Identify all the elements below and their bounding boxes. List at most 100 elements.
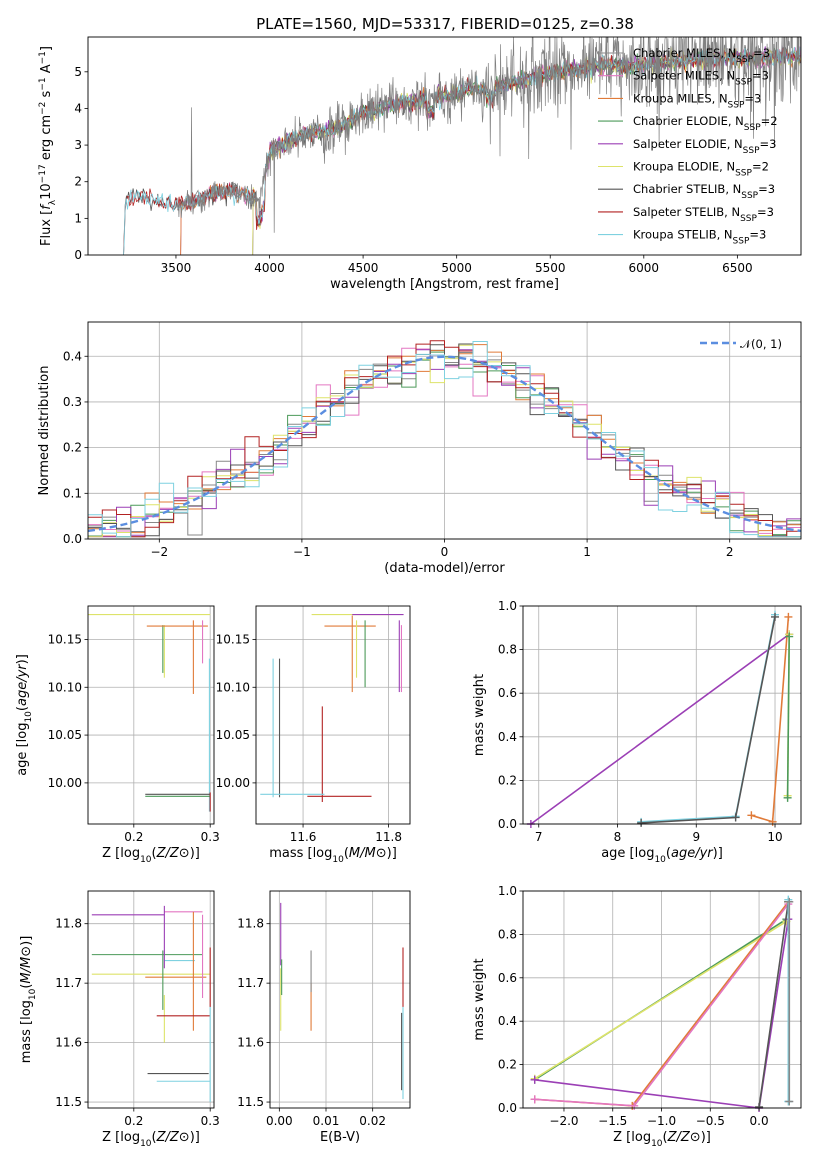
y-tick-label: 0.4 [63,349,82,363]
series-marker [783,793,792,802]
series-line [534,920,787,1080]
massweight_vs_Z-lines [530,895,794,1112]
x-tick-label: 1 [583,545,591,559]
age_vs_mass-axes: 11.6 11.8 10.00 10.05 10.10 10.15 [216,606,410,844]
x-tick-label: 0.00 [266,1114,293,1128]
y-tick-label: 10.15 [48,632,82,646]
y-axis-label: Flux [fλ10−17 erg cm−2 s−1 A−1] [38,46,58,246]
x-tick-label: −1.5 [598,1114,627,1128]
x-tick-label: 2 [726,545,734,559]
x-tick-label: 5000 [441,261,472,275]
y-tick-label: 11.8 [237,917,264,931]
series-marker [747,811,756,820]
series-marker [755,1102,764,1111]
series-marker [785,632,794,641]
y-tick-label: 0.0 [63,532,82,546]
y-axis-label: mass [log10(M/M⊙)] [19,936,38,1064]
x-tick-label: 0.3 [201,1114,220,1128]
age_vs_mass-frame [255,605,411,825]
y-tick-label: 5 [74,65,82,79]
age_vs_Z-frame [87,605,215,825]
mass_vs_EBV-errorbars [280,902,404,1100]
y-tick-label: 0.4 [498,730,517,744]
y-tick-label: 10.10 [216,680,250,694]
y-tick-label: 0.1 [63,486,82,500]
mass_vs_Z-axes: 0.2 0.3 11.5 11.6 11.7 11.8 [55,891,220,1128]
series-marker [768,817,777,826]
residual-histograms [88,340,801,538]
x-axis-label: Z [log10(Z/Z⊙)] [613,1130,711,1149]
legend-label: Salpeter ELODIE, NSSP=3 [633,137,776,156]
y-tick-label: 0 [74,248,82,262]
y-tick-label: 11.6 [237,1036,264,1050]
x-axis-label: mass [log10(M/M⊙)] [269,846,397,865]
y-tick-label: 10.10 [48,680,82,694]
histogram-salpeter-stelib [88,340,801,538]
x-tick-label: 11.6 [290,830,317,844]
legend-label: Kroupa STELIB, NSSP=3 [633,228,766,247]
series-marker [785,897,794,906]
y-tick-label: 0.0 [498,817,517,831]
x-tick-label: 4000 [254,261,285,275]
x-tick-label: 3500 [161,261,192,275]
legend-label: Chabrier STELIB, NSSP=3 [633,182,775,201]
y-tick-label: 1.0 [498,599,517,613]
spectrum-axes: 3500 4000 4500 5000 5500 6000 6500 0 1 2 3 4 5 [74,65,752,275]
x-tick-label: 6500 [722,261,753,275]
y-tick-label: 10.00 [48,776,82,790]
x-tick-label: 0.3 [201,830,220,844]
x-tick-label: 6000 [629,261,660,275]
spectrum-lines [123,37,801,255]
y-tick-label: 11.5 [237,1095,264,1109]
spectrum-frame [87,36,802,256]
series-marker [731,813,740,822]
y-axis-label: mass weight [472,958,487,1040]
y-tick-label: 0.2 [63,441,82,455]
x-tick-label: 0.02 [359,1114,386,1128]
y-tick-label: 1.0 [498,884,517,898]
y-tick-label: 11.8 [55,917,82,931]
y-axis-label: age [log10(age/yr)] [15,654,34,776]
mass_vs_Z-frame [87,890,215,1109]
y-tick-label: 11.6 [55,1036,82,1050]
massweight_vs_age-lines [526,610,794,828]
legend-label: Chabrier MILES, NSSP=3 [633,46,770,65]
x-axis-label: Z [log10(Z/Z⊙)] [102,846,200,865]
spectrum-legend: Chabrier MILES, NSSP=3 Salpeter MILES, NS… [598,46,778,247]
massweight_vs_age-axes: 7 8 9 10 0.0 0.2 0.4 0.6 0.8 1.0 [498,599,801,844]
y-tick-label: 0.6 [498,686,517,700]
x-tick-label: 0.01 [313,1114,340,1128]
x-tick-label: 11.8 [375,830,402,844]
series-marker [784,612,793,621]
y-tick-label: 3 [74,138,82,152]
legend-label: 𝒩(0, 1) [740,337,782,351]
legend-label: Salpeter MILES, NSSP=3 [633,69,769,88]
y-tick-label: 10.05 [48,728,82,742]
x-tick-label: 7 [535,830,543,844]
legend-label: Kroupa MILES, NSSP=3 [633,91,761,110]
x-tick-label: 5500 [535,261,566,275]
series-line [786,636,790,798]
residuals-frame [87,321,802,540]
age_vs_mass-errorbars [260,614,404,803]
y-tick-label: 0.2 [498,773,517,787]
y-tick-label: 1 [74,211,82,225]
y-tick-label: 11.7 [55,976,82,990]
x-tick-label: 8 [614,830,622,844]
y-tick-label: 0.0 [498,1101,517,1115]
series-line [530,633,790,825]
y-tick-label: 4 [74,101,82,115]
y-tick-label: 11.5 [55,1095,82,1109]
y-axis-label: mass weight [472,674,487,756]
y-tick-label: 2 [74,175,82,189]
x-tick-label: −2 [150,545,168,559]
x-tick-label: −1 [293,545,311,559]
y-tick-label: 0.2 [498,1058,517,1072]
series-marker [785,1097,794,1106]
age_vs_Z-errorbars [88,614,211,812]
series-marker [771,612,780,621]
mass_vs_EBV-axes: 0.00 0.01 0.02 11.5 11.6 11.7 11.8 [237,891,410,1128]
x-tick-label: −2.0 [549,1114,578,1128]
series-line [758,901,790,1108]
